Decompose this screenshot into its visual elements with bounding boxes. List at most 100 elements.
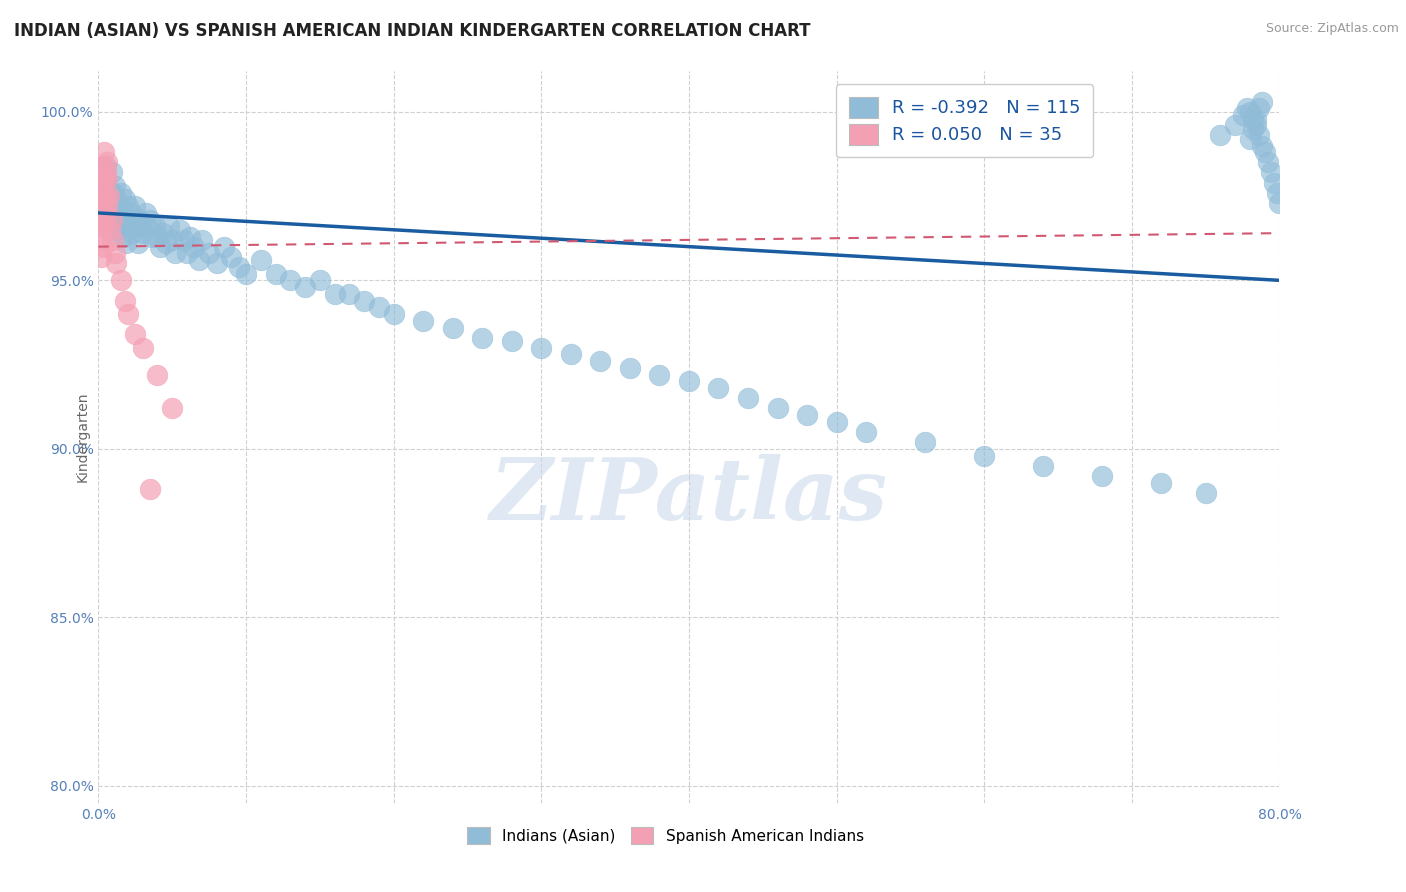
Point [1247, 128, 1270, 143]
Point [93, 172, 115, 186]
Point [973, 449, 995, 463]
Point [294, 280, 316, 294]
Point [179, 229, 201, 244]
Point [1250, 138, 1272, 153]
Point [796, 408, 818, 422]
Point [94, 189, 117, 203]
Point [100, 212, 122, 227]
Point [678, 375, 700, 389]
Point [737, 392, 759, 406]
Point [169, 223, 191, 237]
Point [173, 233, 195, 247]
Point [250, 253, 273, 268]
Point [1239, 132, 1261, 146]
Point [114, 216, 136, 230]
Point [221, 250, 243, 264]
Point [1091, 468, 1114, 483]
Point [96, 155, 118, 169]
Point [132, 226, 155, 240]
Point [368, 301, 391, 315]
Point [149, 239, 172, 253]
Point [93, 145, 115, 160]
Point [1250, 95, 1272, 109]
Point [162, 233, 183, 247]
Point [97, 212, 120, 227]
Point [205, 256, 228, 270]
Point [441, 320, 464, 334]
Point [105, 223, 128, 237]
Point [96, 172, 118, 186]
Point [111, 229, 134, 244]
Point [96, 182, 118, 196]
Point [104, 246, 127, 260]
Point [1254, 145, 1277, 160]
Point [191, 233, 214, 247]
Point [707, 381, 730, 395]
Point [1032, 458, 1054, 473]
Point [91, 176, 114, 190]
Point [1241, 121, 1264, 136]
Point [103, 233, 125, 247]
Point [141, 229, 163, 244]
Point [152, 226, 174, 240]
Point [110, 273, 132, 287]
Point [100, 165, 122, 179]
Point [93, 189, 115, 203]
Point [94, 206, 117, 220]
Point [155, 236, 177, 251]
Point [135, 206, 157, 220]
Point [1232, 108, 1254, 122]
Point [530, 341, 553, 355]
Point [91, 219, 114, 234]
Point [280, 273, 302, 287]
Point [619, 361, 641, 376]
Point [91, 199, 114, 213]
Point [98, 223, 121, 237]
Point [90, 233, 112, 247]
Point [1244, 112, 1267, 126]
Point [212, 239, 235, 253]
Text: ZIPatlas: ZIPatlas [489, 454, 889, 537]
Point [198, 246, 221, 260]
Point [110, 212, 132, 227]
Point [146, 229, 169, 244]
Point [96, 199, 118, 213]
Point [235, 267, 257, 281]
Point [353, 293, 375, 308]
Point [122, 212, 145, 227]
Point [1268, 195, 1291, 210]
Point [323, 286, 346, 301]
Point [103, 186, 125, 200]
Point [94, 159, 117, 173]
Point [176, 246, 198, 260]
Point [117, 219, 139, 234]
Point [1225, 118, 1247, 132]
Legend: Indians (Asian), Spanish American Indians: Indians (Asian), Spanish American Indian… [461, 822, 870, 850]
Point [136, 219, 159, 234]
Point [165, 246, 187, 260]
Point [1244, 118, 1267, 132]
Point [114, 293, 136, 308]
Point [471, 331, 494, 345]
Point [89, 206, 111, 220]
Point [94, 176, 117, 190]
Y-axis label: Kindergarten: Kindergarten [76, 392, 90, 483]
Point [1265, 186, 1288, 200]
Point [90, 250, 112, 264]
Point [104, 178, 127, 193]
Point [91, 159, 114, 173]
Point [309, 273, 332, 287]
Point [117, 199, 139, 213]
Point [121, 226, 143, 240]
Point [1209, 128, 1232, 143]
Point [125, 219, 148, 234]
Point [1247, 102, 1270, 116]
Point [825, 415, 848, 429]
Text: Source: ZipAtlas.com: Source: ZipAtlas.com [1265, 22, 1399, 36]
Point [103, 202, 125, 217]
Point [412, 314, 434, 328]
Point [112, 206, 135, 220]
Point [560, 347, 582, 361]
Point [1260, 165, 1282, 179]
Point [105, 256, 128, 270]
